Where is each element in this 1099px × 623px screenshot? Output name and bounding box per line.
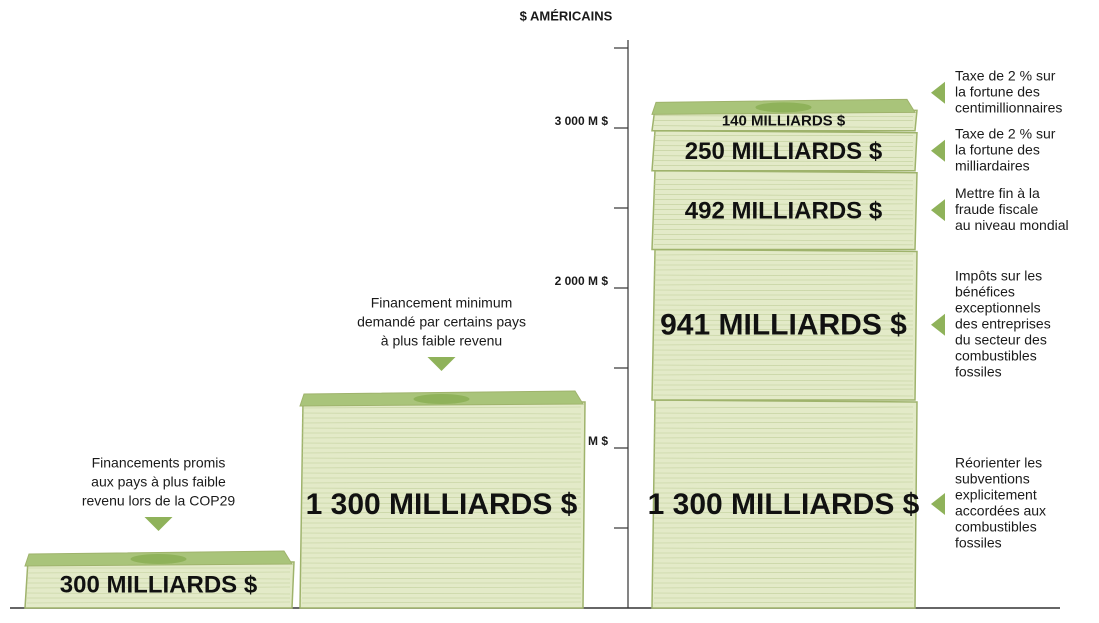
bill-mark [131, 554, 187, 564]
annotation: Financement minimum [371, 295, 513, 311]
axis-label: $ AMÉRICAINS [520, 8, 613, 23]
annotation: Financements promis [92, 455, 226, 471]
annotation: Mettre fin à la [955, 185, 1040, 201]
annotation: combustibles [955, 519, 1037, 535]
value-label: 492 MILLIARDS $ [685, 197, 883, 224]
arrow [428, 357, 456, 371]
bill-mark [756, 102, 812, 112]
annotation: demandé par certains pays [357, 314, 526, 330]
value-label: 250 MILLIARDS $ [685, 138, 883, 165]
annotation: la fortune des [955, 83, 1040, 99]
arrow [931, 140, 945, 162]
value-label: 1 300 MILLIARDS $ [306, 488, 578, 521]
annotation: Réorienter les [955, 455, 1042, 471]
value-label: 941 MILLIARDS $ [660, 309, 907, 342]
annotation: la fortune des [955, 141, 1040, 157]
annotation: Taxe de 2 % sur [955, 67, 1056, 83]
annotation: du secteur des [955, 331, 1047, 347]
annotation: fossiles [955, 535, 1002, 551]
annotation: aux pays à plus faible [91, 474, 226, 490]
value-label: 140 MILLIARDS $ [722, 112, 846, 129]
annotation: centimillionnaires [955, 99, 1062, 115]
value-label: 300 MILLIARDS $ [60, 571, 258, 598]
annotation: fossiles [955, 363, 1002, 379]
bill-mark [414, 394, 470, 404]
annotation: bénéfices [955, 283, 1015, 299]
arrow [931, 199, 945, 221]
annotation: Taxe de 2 % sur [955, 125, 1056, 141]
y-tick-label: 2 000 M $ [555, 274, 609, 288]
annotation: fraude fiscale [955, 201, 1038, 217]
annotation: au niveau mondial [955, 217, 1069, 233]
annotation: Impôts sur les [955, 267, 1042, 283]
y-tick-label: 3 000 M $ [555, 114, 609, 128]
annotation: subventions [955, 471, 1030, 487]
annotation: exceptionnels [955, 299, 1041, 315]
arrow [931, 493, 945, 515]
arrow [931, 82, 945, 104]
annotation: des entreprises [955, 315, 1051, 331]
annotation: revenu lors de la COP29 [82, 493, 236, 509]
arrow [931, 314, 945, 336]
chart: $ AMÉRICAINS 1 000 M $2 000 M $3 000 M $… [0, 0, 1099, 623]
annotation: accordées aux [955, 503, 1046, 519]
annotation: à plus faible revenu [381, 333, 502, 349]
value-label: 1 300 MILLIARDS $ [648, 488, 920, 521]
annotation: combustibles [955, 347, 1037, 363]
annotation: explicitement [955, 487, 1037, 503]
arrow [145, 517, 173, 531]
annotation: milliardaires [955, 157, 1030, 173]
